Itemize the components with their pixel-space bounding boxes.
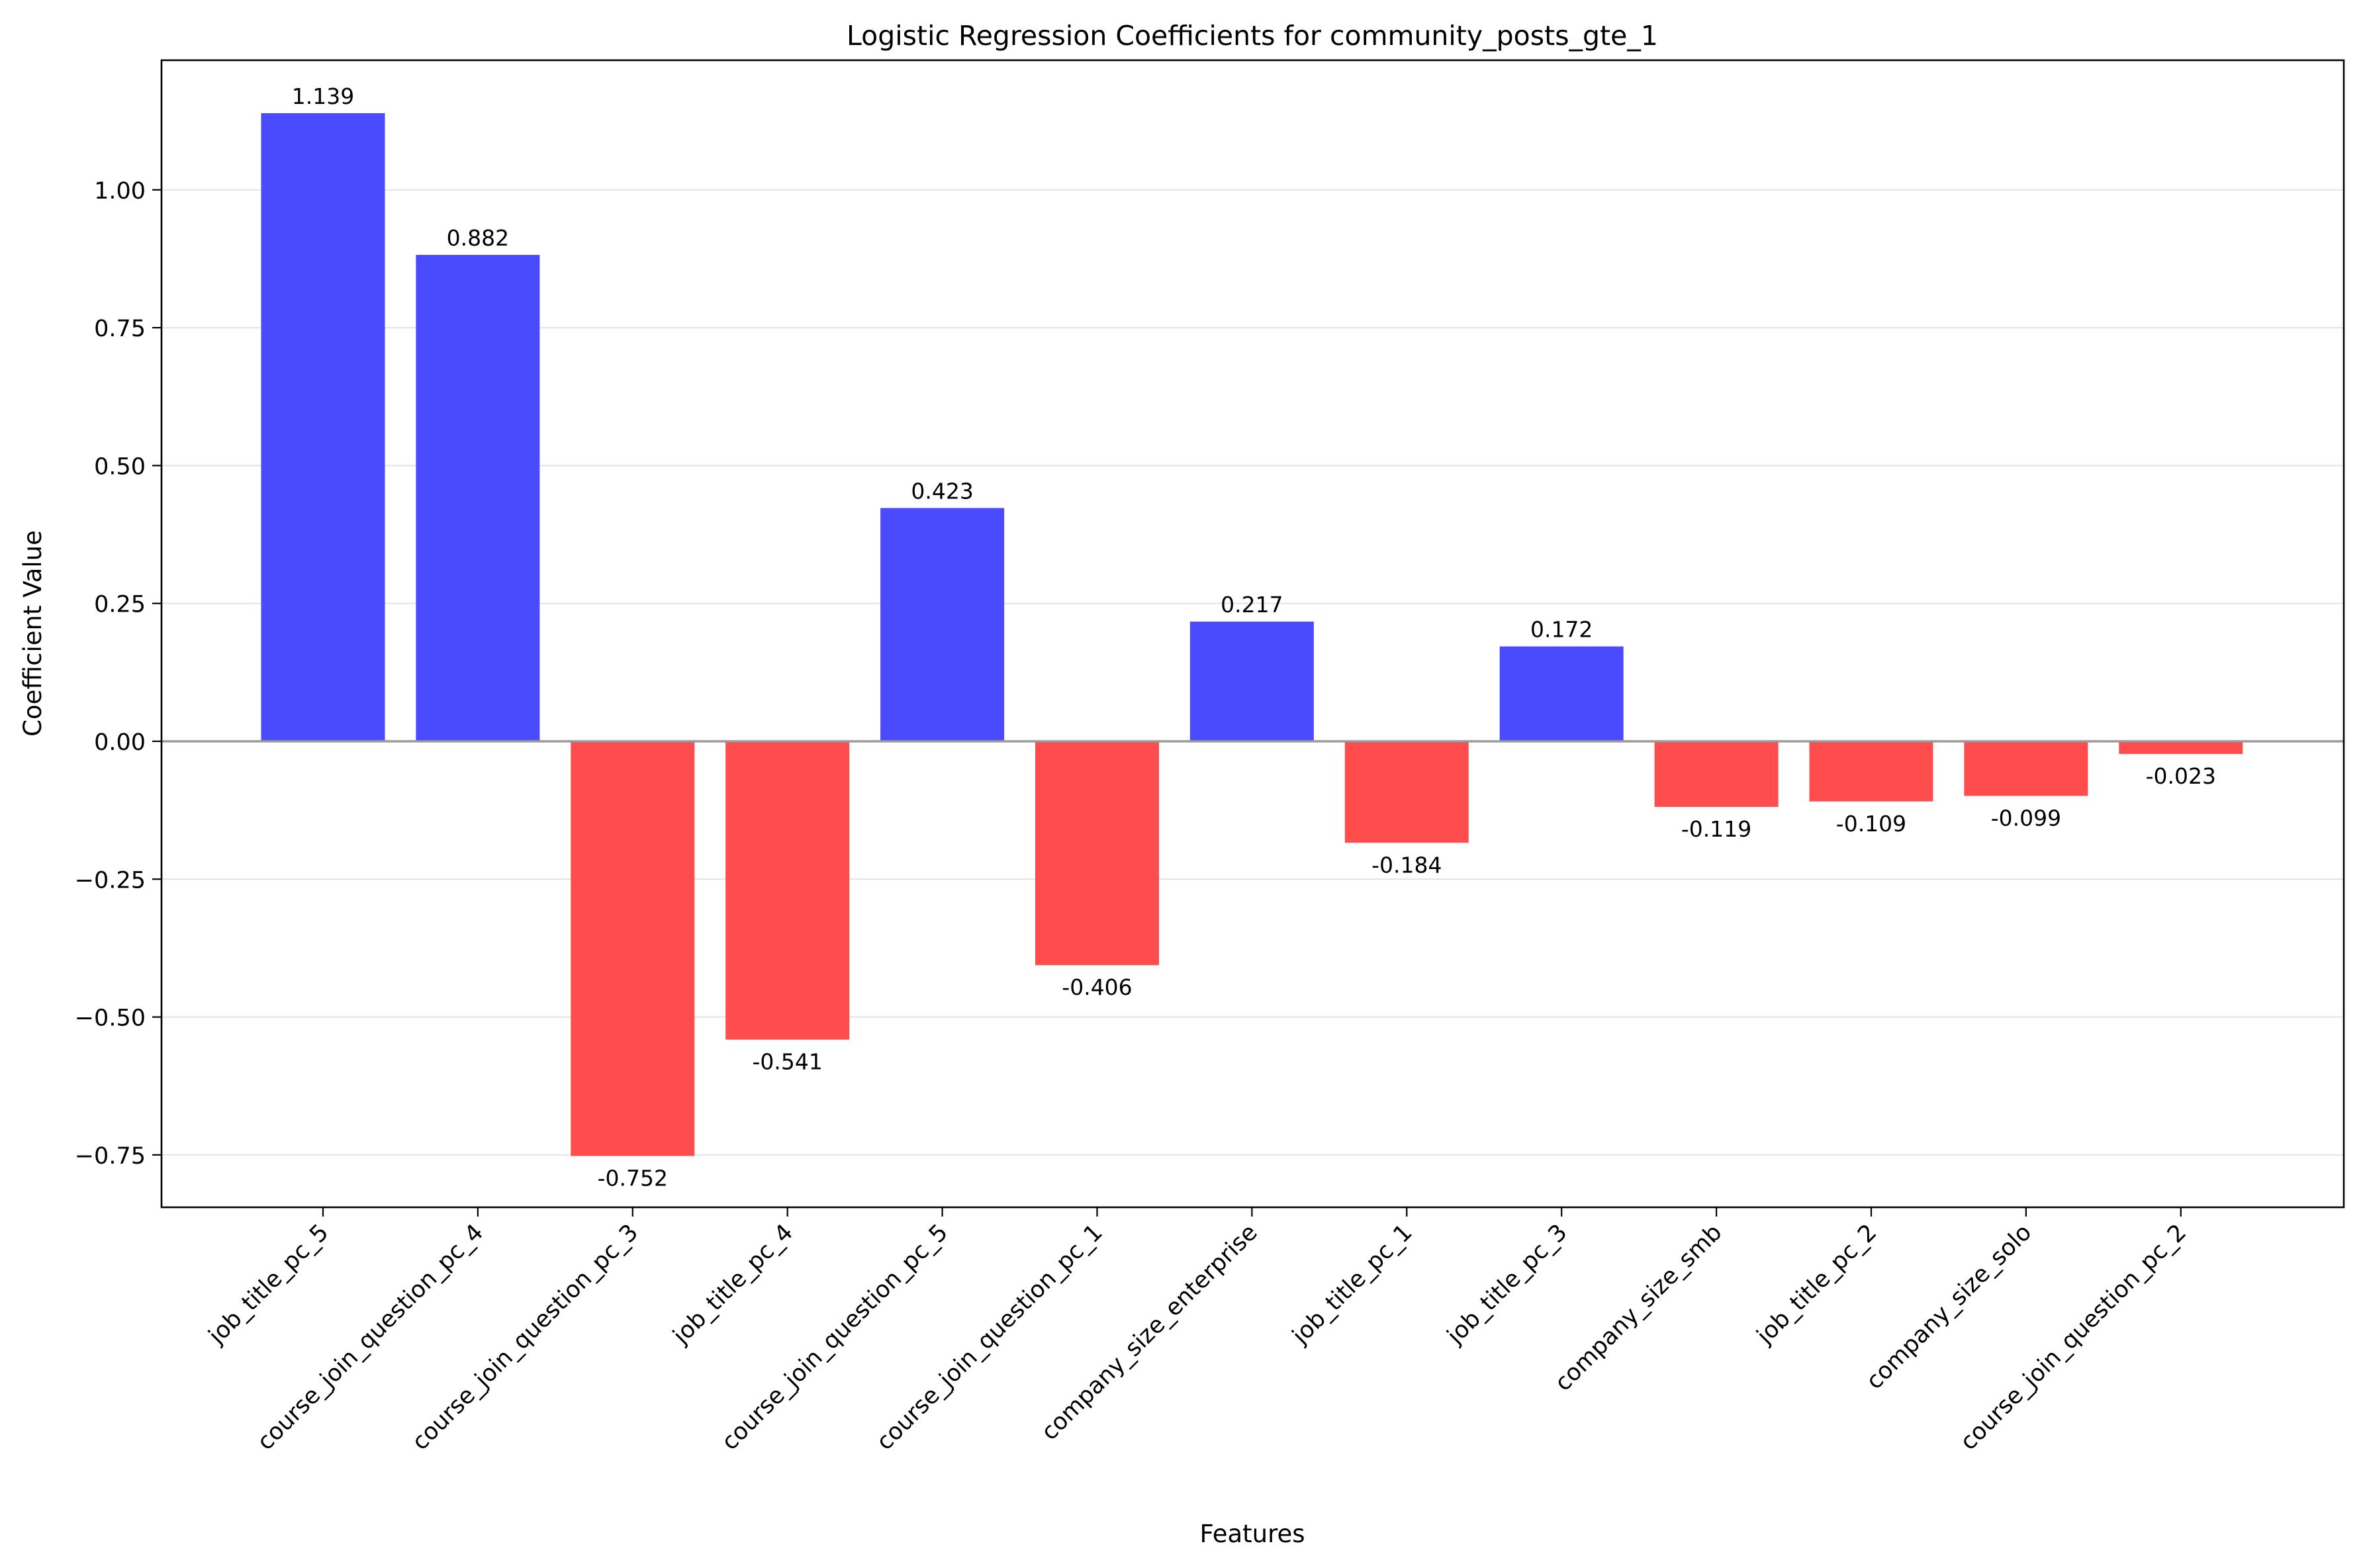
bar (1809, 741, 1933, 802)
data-label: 1.139 (292, 83, 354, 109)
y-tick-label: −0.25 (75, 867, 146, 894)
data-label: 0.882 (447, 225, 509, 251)
y-tick-label: −0.75 (75, 1143, 146, 1170)
y-tick-label: 0.25 (94, 592, 146, 618)
chart-title: Logistic Regression Coefficients for com… (847, 20, 1658, 52)
bar (1189, 622, 1314, 741)
data-label: -0.099 (1991, 805, 2061, 831)
bar-layer (261, 113, 2243, 1156)
bar (1654, 741, 1779, 807)
y-tick-label: 0.00 (94, 729, 146, 756)
y-tick-label: 1.00 (94, 178, 146, 205)
bar (1035, 741, 1159, 966)
bar (725, 741, 850, 1040)
bar (261, 113, 385, 741)
bar (2119, 741, 2243, 755)
data-label: -0.184 (1371, 852, 1442, 878)
y-tick-label: 0.50 (94, 453, 146, 480)
y-axis: −0.75 −0.50 −0.25 0.00 0.25 0.50 0.75 1.00 (75, 178, 162, 1170)
data-label: -0.752 (598, 1166, 668, 1191)
data-label: -0.119 (1681, 816, 1751, 842)
data-label: 0.172 (1530, 617, 1593, 643)
bar (416, 255, 540, 741)
data-label: -0.406 (1062, 974, 1132, 1000)
bar (880, 508, 1005, 741)
y-tick-label: −0.50 (75, 1005, 146, 1032)
data-label: -0.541 (753, 1049, 823, 1075)
data-label: -0.109 (1836, 811, 1906, 837)
y-axis-label: Coefficient Value (19, 530, 47, 737)
data-label: -0.023 (2146, 763, 2216, 789)
bar (1964, 741, 2088, 796)
value-label-layer: 1.139 0.882 -0.752 -0.541 0.423 -0.406 0.217 -0… (292, 83, 2216, 1191)
x-axis-label: Features (1199, 1520, 1305, 1548)
bar (1344, 741, 1469, 843)
bar (571, 741, 695, 1156)
data-label: 0.217 (1221, 592, 1283, 618)
y-tick-label: 0.75 (94, 316, 146, 342)
data-label: 0.423 (911, 479, 973, 504)
bar (1499, 646, 1624, 741)
